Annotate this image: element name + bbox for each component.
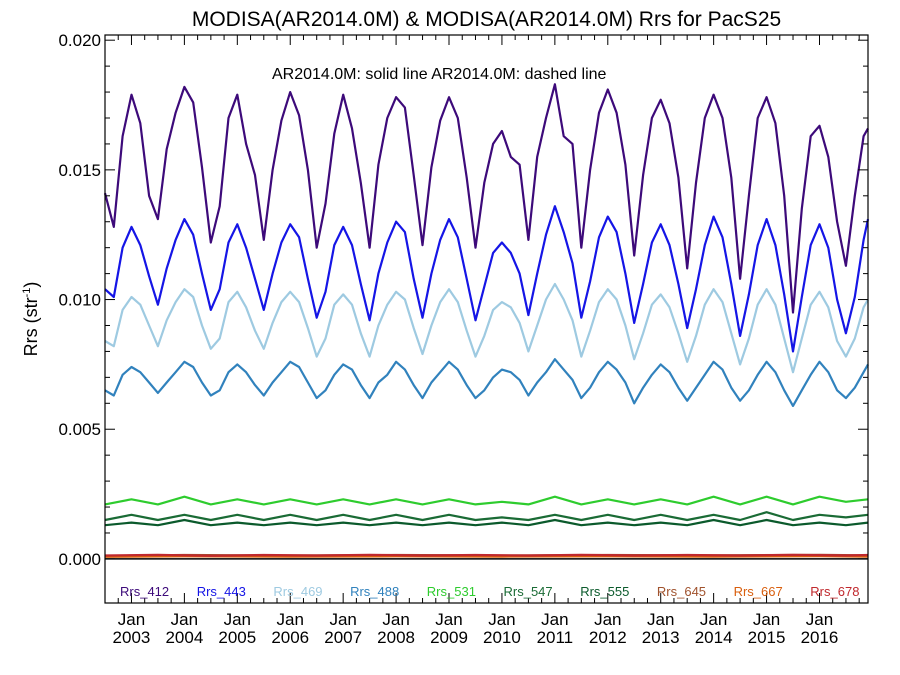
series-line-rrs-443 (104, 205, 870, 353)
x-tick-label-month: Jan (118, 610, 145, 629)
x-tick-label-year: 2013 (642, 628, 680, 647)
y-tick-label: 0.020 (58, 31, 101, 50)
series-line-rrs-678 (104, 553, 869, 557)
x-tick-label-year: 2003 (113, 628, 151, 647)
series-line-rrs-412 (103, 83, 869, 314)
legend-item-rrs-412: Rrs_412 (120, 584, 169, 599)
x-tick-label-month: Jan (806, 610, 833, 629)
series-layer (103, 83, 870, 560)
x-tick-label-month: Jan (382, 610, 409, 629)
y-tick-label: 0.005 (58, 420, 101, 439)
legend: Rrs_412 Rrs_443 Rrs_469 Rrs_488 Rrs_531 Rrs_5… (120, 584, 859, 599)
legend-item-rrs-469: Rrs_469 (273, 584, 322, 599)
x-tick-label-year: 2007 (324, 628, 362, 647)
y-tick-label: 0.010 (58, 291, 101, 310)
y-tick-label: 0.000 (58, 550, 101, 569)
series-line-rrs-469 (104, 282, 869, 374)
plot-frame (104, 34, 869, 604)
x-tick-label-year: 2008 (377, 628, 415, 647)
x-tick-label-month: Jan (700, 610, 727, 629)
x-tick-label-year: 2010 (483, 628, 521, 647)
x-tick-label-month: Jan (171, 610, 198, 629)
x-tick-label-month: Jan (329, 610, 356, 629)
y-axis-label-exponent: -1 (21, 288, 33, 298)
x-tick-label-year: 2009 (430, 628, 468, 647)
legend-item-rrs-645: Rrs_645 (657, 584, 706, 599)
x-tick-label-month: Jan (224, 610, 251, 629)
legend-item-rrs-443: Rrs_443 (197, 584, 246, 599)
legend-item-rrs-667: Rrs_667 (734, 584, 783, 599)
y-tick-label: 0.015 (58, 161, 101, 180)
x-tick-label-year: 2015 (748, 628, 786, 647)
axes-layer: 0.0000.0050.0100.0150.020Jan2003Jan2004J… (58, 31, 869, 647)
x-tick-label-month: Jan (488, 610, 515, 629)
x-tick-label-year: 2005 (218, 628, 256, 647)
x-tick-label-month: Jan (647, 610, 674, 629)
x-tick-label-month: Jan (541, 610, 568, 629)
x-tick-label-year: 2004 (165, 628, 203, 647)
x-tick-label-year: 2012 (589, 628, 627, 647)
x-tick-label-month: Jan (435, 610, 462, 629)
legend-item-rrs-531: Rrs_531 (427, 584, 476, 599)
series-line-rrs-488 (104, 358, 869, 407)
line-style-annotation: AR2014.0M: solid line AR2014.0M: dashed … (272, 66, 607, 83)
x-tick-label-month: Jan (594, 610, 621, 629)
series-line-rrs-531 (104, 495, 869, 506)
chart-title: MODISA(AR2014.0M) & MODISA(AR2014.0M) Rr… (192, 8, 781, 31)
legend-item-rrs-678: Rrs_678 (810, 584, 859, 599)
series-line-rrs-555 (104, 518, 869, 527)
x-tick-label-year: 2011 (537, 628, 574, 647)
x-tick-label-month: Jan (753, 610, 780, 629)
y-axis-label-close: ) (21, 282, 41, 288)
x-tick-label-year: 2014 (695, 628, 733, 647)
x-tick-label-year: 2006 (271, 628, 309, 647)
x-tick-label-year: 2016 (801, 628, 839, 647)
y-axis-label: Rrs (str-1) (21, 282, 41, 357)
x-tick-label-month: Jan (277, 610, 304, 629)
legend-item-rrs-555: Rrs_555 (580, 584, 629, 599)
legend-item-rrs-488: Rrs_488 (350, 584, 399, 599)
legend-item-rrs-547: Rrs_547 (504, 584, 553, 599)
y-axis-label-text: Rrs (str (21, 297, 41, 356)
series-line-rrs-547 (104, 511, 869, 522)
